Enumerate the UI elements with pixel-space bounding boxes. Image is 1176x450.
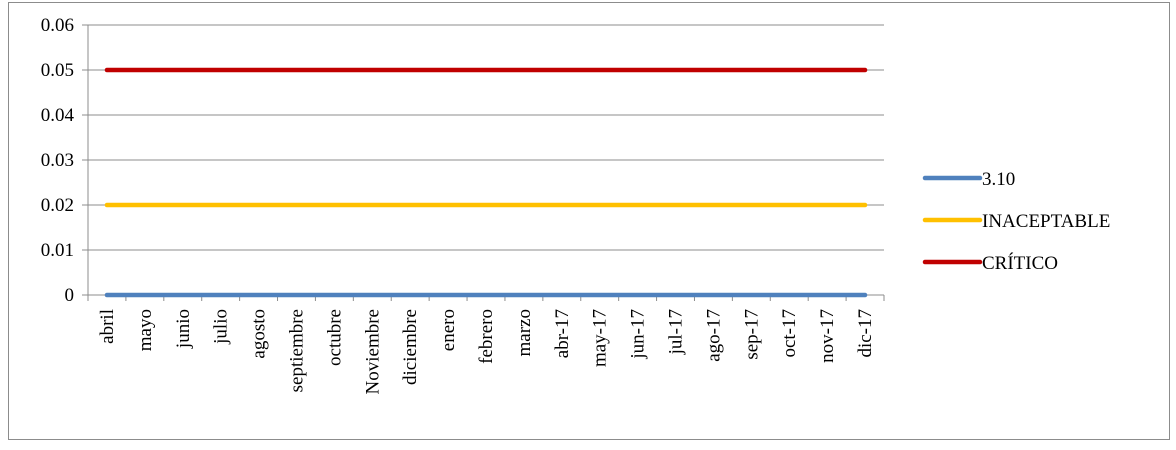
x-tick-label: dic-17 <box>855 309 876 358</box>
y-tick-label: 0.03 <box>41 150 74 171</box>
x-tick-label: jun-17 <box>628 309 649 360</box>
x-tick-label: sep-17 <box>741 309 762 360</box>
x-tick-label: jul-17 <box>666 309 687 355</box>
legend-label: 3.10 <box>982 169 1015 190</box>
x-tick-label: octubre <box>324 309 345 366</box>
legend-label: CRÍTICO <box>982 252 1058 274</box>
y-tick-label: 0.06 <box>41 15 74 36</box>
legend-label: INACEPTABLE <box>982 211 1110 232</box>
x-tick-label: ago-17 <box>703 309 724 362</box>
x-tick-label: septiembre <box>286 309 307 392</box>
y-tick-label: 0.01 <box>41 240 74 261</box>
y-tick-label: 0.02 <box>41 195 74 216</box>
x-tick-label: agosto <box>249 309 270 359</box>
x-tick-label: mayo <box>135 309 156 351</box>
x-tick-label: abril <box>97 309 118 344</box>
series-lines <box>104 67 868 298</box>
x-tick-label: diciembre <box>400 309 421 385</box>
x-tick-label: enero <box>438 309 459 351</box>
axes <box>82 24 885 301</box>
x-tick-label: oct-17 <box>779 309 800 358</box>
legend: 3.10 INACEPTABLE CRÍTICO <box>922 169 1110 274</box>
x-tick-label: julio <box>211 309 232 345</box>
gridlines <box>88 24 884 251</box>
y-tick-labels: 0 0.01 0.02 0.03 0.04 0.05 0.06 <box>41 15 75 306</box>
x-tick-label: Noviembre <box>362 309 383 394</box>
x-tick-label: marzo <box>514 309 535 356</box>
x-tick-label: junio <box>173 309 194 349</box>
x-tick-label: abr-17 <box>552 309 573 358</box>
y-tick-label: 0.04 <box>41 105 75 126</box>
y-tick-label: 0.05 <box>41 60 74 81</box>
x-tick-label: nov-17 <box>817 309 838 363</box>
x-tick-label: febrero <box>476 309 497 364</box>
y-tick-label: 0 <box>65 285 75 306</box>
x-tick-labels: abril mayo junio julio agosto septiembre octub… <box>97 309 876 394</box>
x-tick-label: may-17 <box>590 309 611 367</box>
